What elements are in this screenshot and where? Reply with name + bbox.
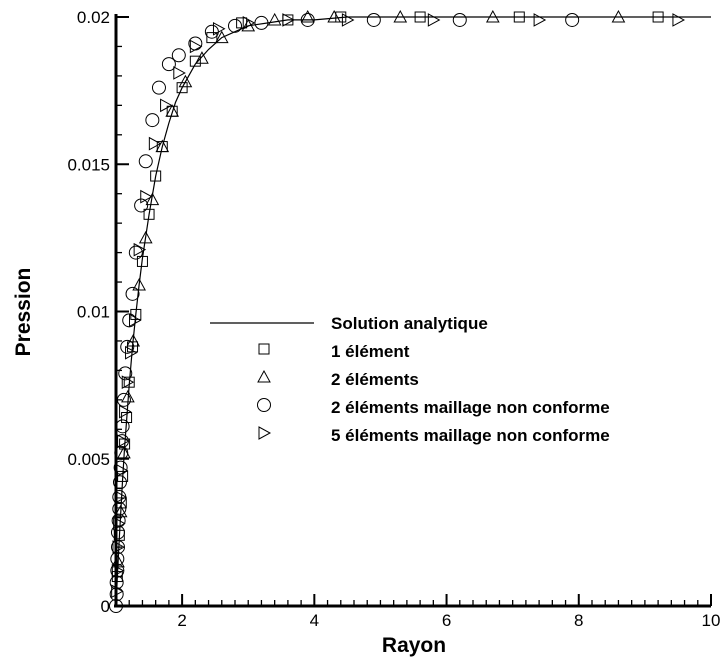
y-tick-label: 0 [101,597,110,616]
data-point-triangle [485,9,500,23]
data-point-circle [171,48,186,63]
data-point-circle [565,12,580,27]
data-point-triangle-right [112,540,126,554]
data-point-circle [204,24,219,39]
data-point-circle [452,12,467,27]
data-point-circle [366,12,381,27]
data-point-triangle-right [113,516,126,531]
data-point-triangle [267,12,282,26]
data-point-circle [115,419,130,434]
data-point-circle [125,286,140,301]
data-point-square [414,11,426,23]
y-tick-label: 0.02 [77,8,110,27]
data-point-circle [120,339,135,354]
data-point-triangle [611,9,626,23]
legend-marker-square [258,343,270,355]
marker-layer [109,9,685,613]
series-line-solution-analytique [115,16,711,607]
data-point-triangle-right [212,21,226,36]
data-point-triangle-right [242,16,256,30]
y-tick-label: 0.015 [67,155,110,174]
data-point-triangle [121,389,135,403]
data-point-square [335,11,347,23]
data-point-triangle [132,277,146,291]
data-point-triangle-right [160,98,173,113]
data-point-square [121,412,133,424]
data-point-triangle [145,192,160,206]
data-point-square [143,208,155,220]
data-point-triangle-right [148,136,162,151]
y-axis-title: Pression [12,268,35,357]
data-point-triangle-right [111,563,125,578]
data-point-triangle [241,18,256,32]
data-point-triangle-right [533,13,547,27]
data-point-circle [228,18,242,33]
data-point-triangle [155,139,170,153]
x-tick-label: 8 [574,611,583,630]
data-point-circle [118,366,133,381]
data-point-square [127,341,139,353]
data-point-triangle-right [282,13,295,27]
data-point-triangle [165,104,180,117]
data-point-triangle-right [140,189,153,204]
data-point-triangle-right [117,434,130,448]
legend-label: 2 éléments maillage non conforme [331,398,610,417]
data-point-triangle-right [129,313,142,328]
data-point-triangle [113,504,128,518]
data-point-circle [110,525,125,540]
data-point-triangle [214,30,229,44]
data-point-triangle [178,74,193,88]
data-point-triangle [300,9,315,23]
data-point-triangle [138,230,153,244]
x-tick-label: 4 [310,611,319,630]
legend-marker-circle [257,398,271,412]
data-point-triangle-right [173,66,186,80]
data-point-triangle-right [341,13,355,27]
data-point-triangle-right [672,13,685,27]
x-tick-label: 6 [442,611,451,630]
data-point-circle [128,245,143,260]
axis-layer: 2 4 6 8 10 0 0.005 0.01 0.015 0.02 [67,8,720,630]
data-point-triangle [195,51,209,64]
legend-label: Solution analytique [331,314,488,333]
data-point-square [513,11,525,23]
curve-layer [115,16,711,607]
x-tick-label: 10 [702,611,721,630]
data-point-triangle-right [119,404,132,419]
data-point-circle [161,57,176,72]
data-point-triangle-right [427,13,441,27]
legend-marker-triangle [257,369,271,383]
data-point-square [652,11,664,23]
legend-marker-triangle-right [258,426,272,440]
data-point-circle [300,12,315,27]
data-point-square [206,32,218,44]
data-point-triangle [393,9,408,23]
legend-label: 2 éléments [331,370,419,389]
data-point-triangle [327,9,342,23]
legend: Solution analytique 1 élément 2 éléments 2 … [210,314,610,445]
data-point-triangle-right [133,242,147,257]
data-point-square [150,170,162,182]
data-point-circle [138,154,153,169]
data-point-triangle-right [189,39,203,54]
data-point-circle [145,113,160,128]
legend-label: 1 élément [331,342,410,361]
x-tick-label: 2 [177,611,186,630]
data-point-circle [112,501,127,516]
data-point-square [136,255,148,267]
data-point-triangle-right [125,345,138,360]
data-point-square [189,55,201,67]
y-tick-label: 0.01 [77,303,110,322]
y-tick-label: 0.005 [67,450,110,469]
data-point-triangle-right [121,375,135,390]
x-axis-title: Rayon [382,634,446,657]
legend-label: 5 éléments maillage non conforme [331,426,610,445]
data-point-circle [151,80,166,95]
